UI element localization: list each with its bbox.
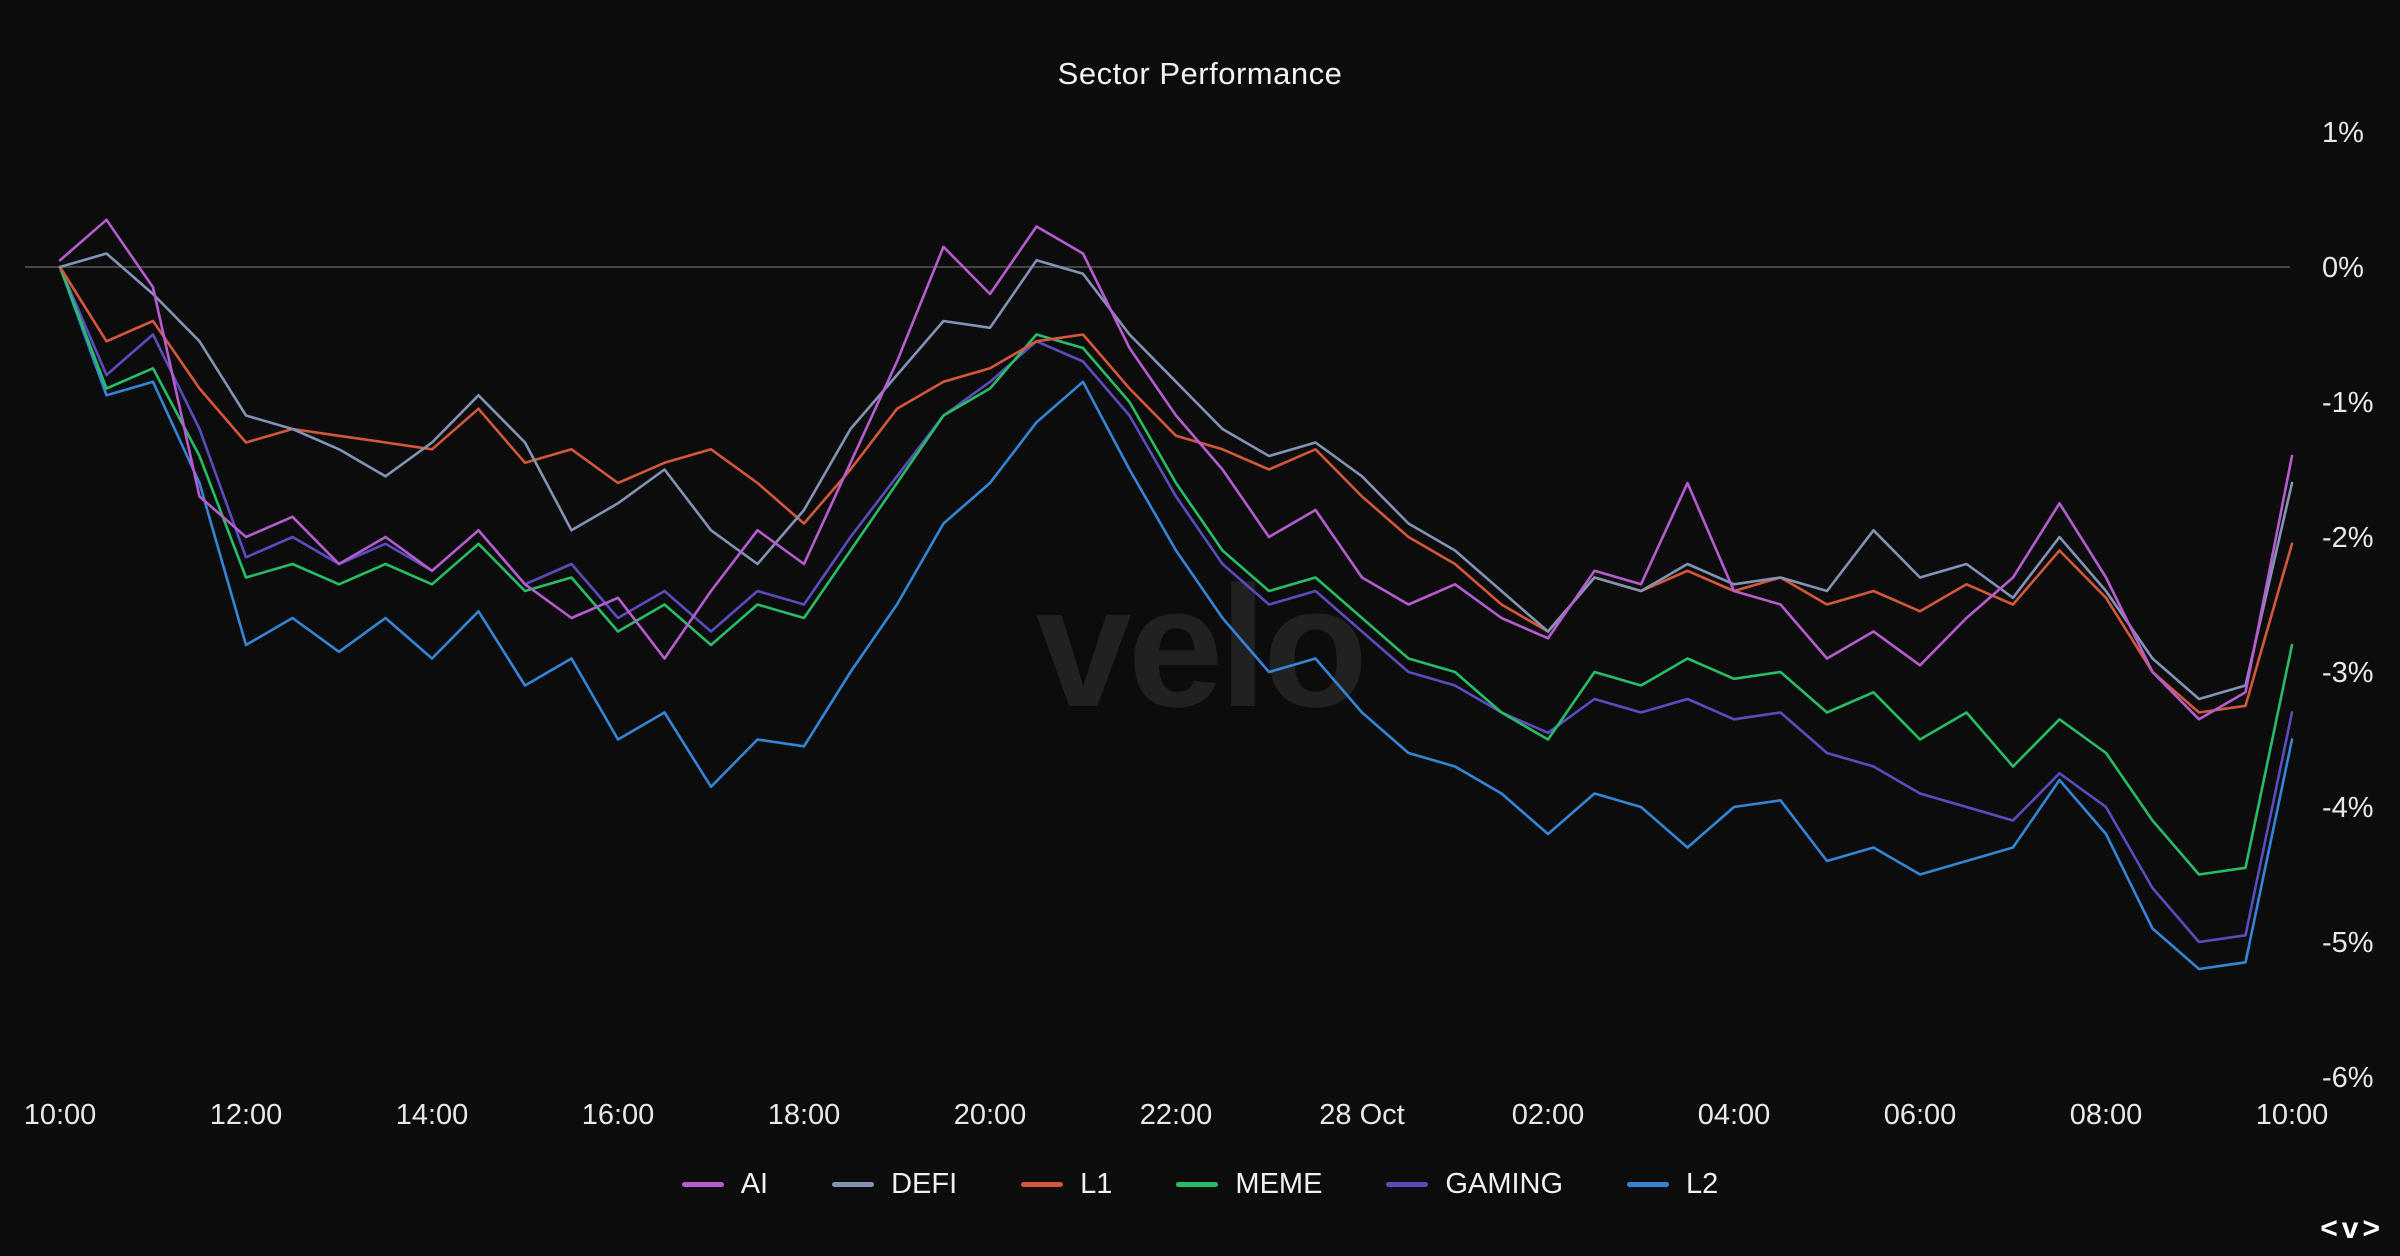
x-axis-label: 12:00: [210, 1099, 283, 1131]
legend-item-meme[interactable]: MEME: [1176, 1168, 1322, 1201]
legend-item-defi[interactable]: DEFI: [832, 1168, 957, 1201]
legend-item-l2[interactable]: L2: [1627, 1168, 1718, 1201]
x-axis-label: 14:00: [396, 1099, 469, 1131]
y-axis-label: -2%: [2322, 522, 2374, 554]
series-line-meme[interactable]: [58, 265, 2294, 876]
x-axis-label: 10:00: [2256, 1099, 2329, 1131]
series-line-gaming[interactable]: [58, 265, 2294, 944]
legend-swatch-ai-icon: [681, 1182, 724, 1187]
y-axis-label: -1%: [2322, 387, 2374, 419]
series-line-defi[interactable]: [58, 252, 2294, 701]
x-axis-label: 10:00: [24, 1099, 97, 1131]
legend-label-ai: AI: [740, 1168, 769, 1200]
series-line-l1[interactable]: [58, 265, 2294, 714]
legend-label-defi: DEFI: [891, 1168, 958, 1200]
y-axis-label: -3%: [2322, 657, 2374, 689]
x-axis-label: 08:00: [2070, 1099, 2143, 1131]
x-axis-label: 06:00: [1884, 1099, 1957, 1131]
legend-label-l1: L1: [1080, 1168, 1113, 1200]
legend-label-l2: L2: [1686, 1168, 1719, 1200]
velo-watermark: velo: [1035, 551, 1368, 743]
legend-swatch-l1-icon: [1021, 1182, 1064, 1187]
y-axis-label: 1%: [2322, 117, 2364, 149]
x-axis-label: 02:00: [1512, 1099, 1585, 1131]
y-axis-label: -4%: [2322, 792, 2374, 824]
legend-label-gaming: GAMING: [1445, 1168, 1564, 1200]
x-axis-label: 16:00: [582, 1099, 655, 1131]
legend-item-ai[interactable]: AI: [681, 1168, 769, 1201]
y-axis-label: -5%: [2322, 927, 2374, 959]
x-axis-label: 20:00: [954, 1099, 1027, 1131]
x-axis-label: 18:00: [768, 1099, 841, 1131]
legend-swatch-gaming-icon: [1386, 1182, 1429, 1187]
legend-item-l1[interactable]: L1: [1021, 1168, 1112, 1201]
velo-logo: <v>: [2320, 1212, 2384, 1245]
x-axis-label: 22:00: [1140, 1099, 1213, 1131]
chart-legend: AI DEFI L1 MEME GAMING L2: [0, 1168, 2400, 1201]
y-axis-label: 0%: [2322, 252, 2364, 284]
x-axis-label: 28 Oct: [1319, 1099, 1404, 1131]
legend-label-meme: MEME: [1235, 1168, 1323, 1200]
legend-swatch-defi-icon: [832, 1182, 875, 1187]
x-axis-label: 04:00: [1698, 1099, 1771, 1131]
series-line-l2[interactable]: [58, 265, 2294, 971]
legend-swatch-l2-icon: [1627, 1182, 1670, 1187]
legend-swatch-meme-icon: [1176, 1182, 1219, 1187]
chart-title: Sector Performance: [1057, 56, 1343, 91]
legend-item-gaming[interactable]: GAMING: [1386, 1168, 1563, 1201]
y-axis-label: -6%: [2322, 1062, 2374, 1094]
series-line-ai[interactable]: [58, 218, 2294, 721]
